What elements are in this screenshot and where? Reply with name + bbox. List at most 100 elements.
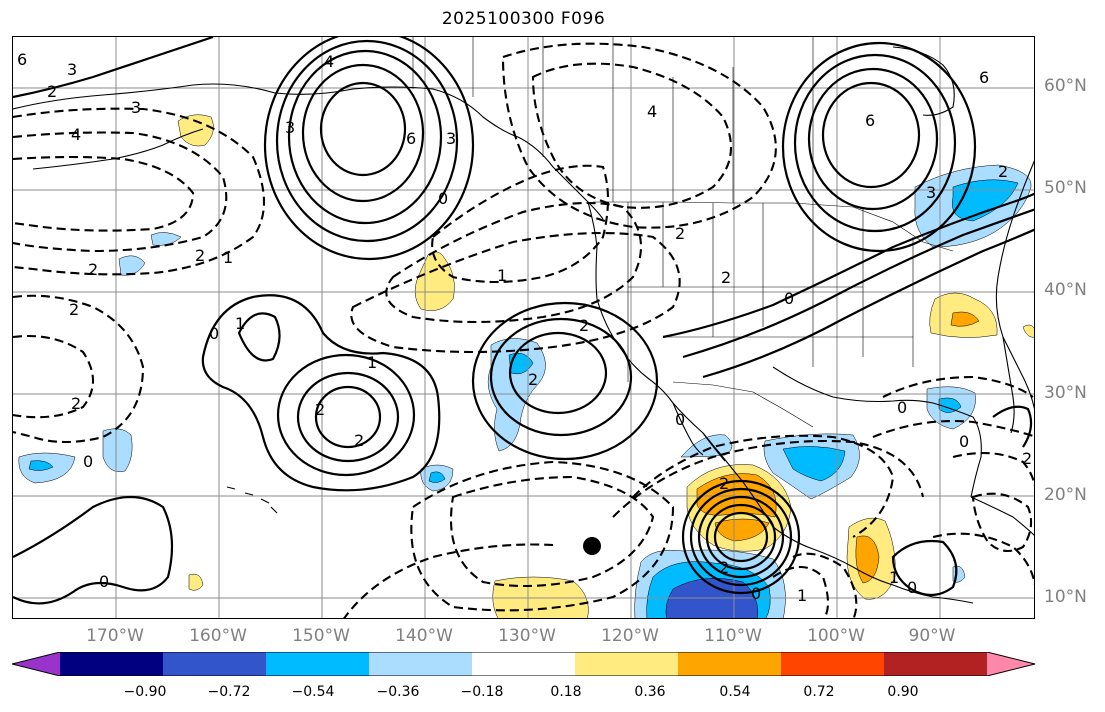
- contour-label: 2: [528, 370, 538, 389]
- colorbar-cell: [60, 652, 164, 676]
- map-canvas: 6 3 2 3 4 4 3 6 3 0 6 4 6 3 2 2 2 1 2 2 …: [13, 37, 1034, 618]
- contour-label: 1: [497, 266, 507, 285]
- colorbar-tick-label: 0.72: [803, 684, 835, 700]
- contour-label: 2: [721, 268, 731, 287]
- contour-label: 0: [784, 289, 794, 308]
- contour-label: 1: [223, 248, 233, 267]
- colorbar-cell: [781, 652, 885, 676]
- colorbar-outline: [12, 652, 1036, 676]
- contour-label: 2: [719, 558, 729, 577]
- shade-positive-east-edge: [1022, 324, 1034, 338]
- contour-label: 1: [367, 353, 377, 372]
- contour-label: 2: [69, 300, 79, 319]
- contour-label: 3: [285, 118, 295, 137]
- contour-alaska-west: [13, 37, 214, 99]
- contour-one-west: [237, 312, 281, 362]
- colorbar-tick-label: −0.54: [291, 684, 335, 700]
- contour-zero-conus: [662, 192, 1034, 339]
- contour-label: 2: [88, 260, 98, 279]
- contour-label: 2: [1022, 449, 1032, 468]
- contour-label: 0: [751, 584, 761, 603]
- contour-low-tropical: [449, 475, 655, 588]
- shade-negative-hawaii-west-core: [28, 460, 54, 471]
- shade-positive-ohio-core: [950, 311, 980, 327]
- contour-label: 0: [959, 432, 969, 451]
- contour-label: 6: [406, 129, 416, 148]
- coast-yucatan: [970, 496, 1034, 536]
- colorbar-cell: [678, 652, 782, 676]
- lat-label-40n: 40°N: [1044, 280, 1087, 300]
- colorbar-cell: [472, 652, 576, 676]
- contour-low-north-pacific: [431, 164, 609, 284]
- contour-label: 0: [907, 578, 917, 597]
- shade-negative-offshore-core: [508, 353, 534, 375]
- contour-high-hudson: [821, 81, 921, 189]
- shade-negative-small-3-core: [428, 471, 446, 483]
- contour-label: 4: [647, 102, 657, 121]
- contour-high-offshore: [508, 331, 608, 415]
- contour-label: 3: [131, 98, 141, 117]
- storm-center-marker: [583, 537, 601, 555]
- coast-east: [995, 160, 1034, 410]
- lon-label-90w: 90°W: [908, 626, 956, 646]
- contour-label: 4: [324, 52, 334, 71]
- colorbar-cell: [266, 652, 370, 676]
- contour-label: 2: [47, 82, 57, 101]
- shade-negative-mexico-core: [782, 446, 846, 482]
- contour-label: 0: [438, 189, 448, 208]
- map-panel: 6 3 2 3 4 4 3 6 3 0 6 4 6 3 2 2 2 1 2 2 …: [12, 36, 1035, 619]
- colorbar: [12, 652, 1036, 676]
- contour-zero-west: [201, 294, 441, 492]
- contour-high-cyclone: [713, 511, 769, 563]
- canada-provinces: [472, 37, 814, 203]
- contour-label: 3: [446, 129, 456, 148]
- lat-label-10n: 10°N: [1044, 587, 1087, 607]
- colorbar-tick-label: 0.36: [634, 684, 666, 700]
- contour-label: 0: [675, 410, 685, 429]
- contour-label: 2: [315, 400, 325, 419]
- contour-low-mexico: [632, 434, 895, 538]
- coast-mexico: [702, 432, 974, 604]
- shade-positive-cyclone-core2: [714, 518, 770, 542]
- contour-hawaii-south: [13, 496, 174, 605]
- contour-low-alaska: [13, 107, 266, 276]
- lon-label-170w: 170°W: [86, 626, 144, 646]
- contour-label: 2: [71, 394, 81, 413]
- graticule: [13, 37, 1034, 618]
- colorbar-cell: [884, 652, 988, 676]
- shade-negative-hawaii-west2: [102, 428, 133, 472]
- contour-label: 3: [67, 60, 77, 79]
- contour-label: 1: [889, 568, 899, 587]
- hawaii-islands: [226, 486, 278, 514]
- colorbar-cell: [12, 652, 60, 676]
- colorbar-tick-label: −0.18: [460, 684, 504, 700]
- lon-label-100w: 100°W: [807, 626, 865, 646]
- coastlines: [13, 46, 1034, 604]
- contour-label: 2: [579, 316, 589, 335]
- colorbar-tick-label: −0.72: [207, 684, 251, 700]
- contour-high-gulf-alaska: [319, 81, 407, 177]
- colorbar-tick-label: 0.90: [887, 684, 919, 700]
- contour-label: 1: [235, 314, 245, 333]
- contour-labels: 6 3 2 3 4 4 3 6 3 0 6 4 6 3 2 2 2 1 2 2 …: [17, 50, 1032, 605]
- lon-label-160w: 160°W: [189, 626, 247, 646]
- contour-high-pacific: [314, 385, 382, 449]
- shade-negative-baja: [680, 434, 733, 458]
- contour-label: 6: [979, 68, 989, 87]
- coast-baja: [672, 402, 704, 456]
- coast-florida: [1002, 336, 1015, 434]
- contour-label: 0: [209, 324, 219, 343]
- colorbar-tick-label: −0.36: [376, 684, 420, 700]
- political-borders: [412, 37, 954, 428]
- colorbar-cell: [163, 652, 267, 676]
- hudson-bay: [892, 46, 955, 116]
- lon-label-120w: 120°W: [601, 626, 659, 646]
- contour-label: 4: [71, 125, 81, 144]
- contour-label: 0: [83, 452, 93, 471]
- contour-label: 3: [926, 183, 936, 202]
- lat-label-20n: 20°N: [1044, 485, 1087, 505]
- contour-low-canada: [531, 62, 733, 209]
- shade-positive-central-america-core: [855, 535, 880, 584]
- contour-label: 2: [675, 224, 685, 243]
- map-title: 2025100300 F096: [441, 9, 606, 29]
